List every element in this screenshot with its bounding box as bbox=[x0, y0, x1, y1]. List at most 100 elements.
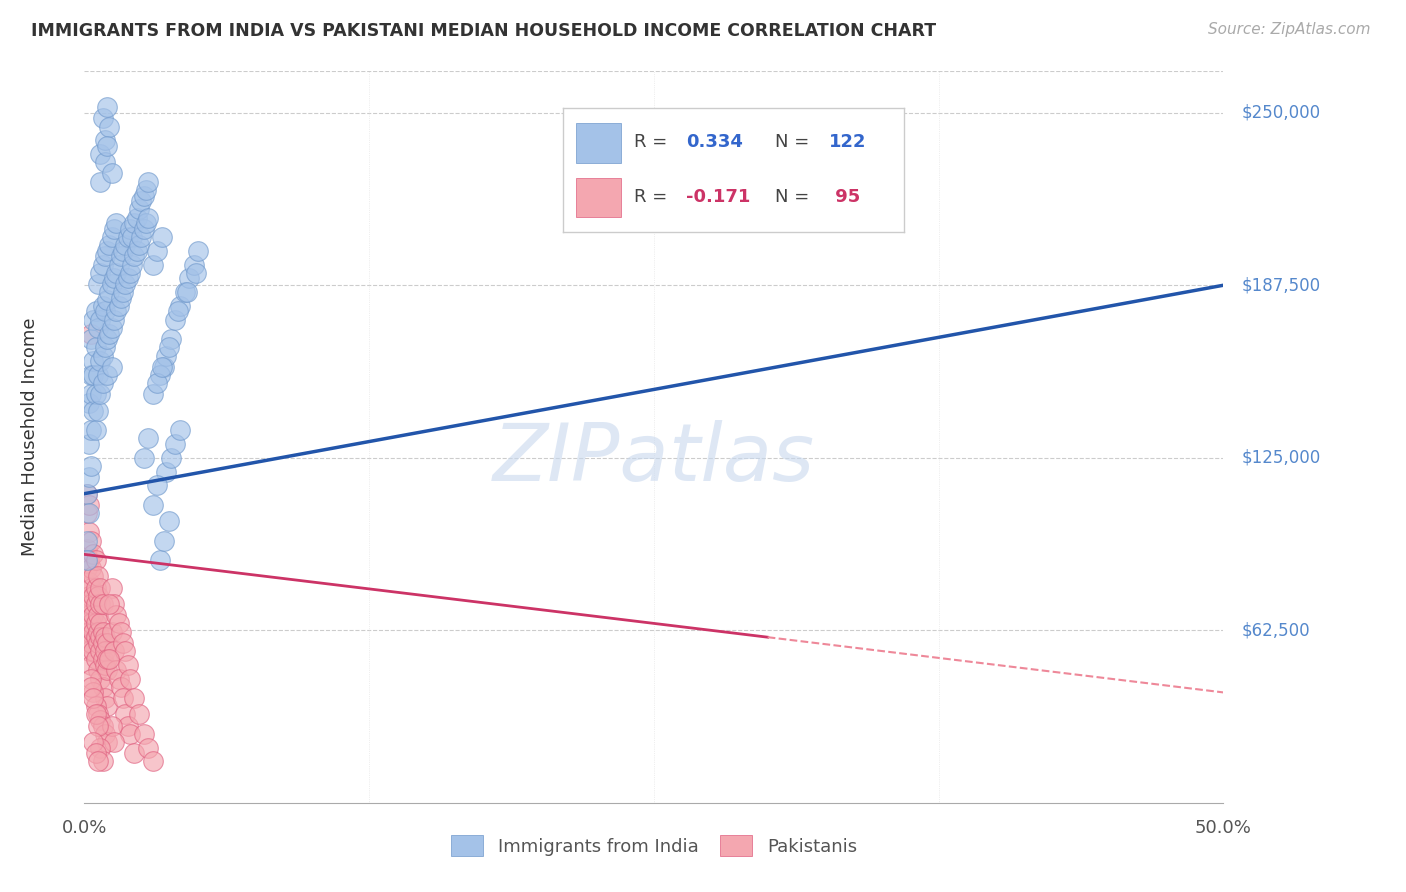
Point bbox=[103, 597, 125, 611]
Point bbox=[146, 376, 169, 391]
Point bbox=[82, 735, 104, 749]
Point bbox=[80, 672, 103, 686]
Point bbox=[169, 423, 191, 437]
Point bbox=[110, 624, 132, 639]
Point bbox=[84, 707, 107, 722]
Point bbox=[84, 746, 107, 760]
Point bbox=[184, 266, 207, 280]
Point bbox=[77, 470, 100, 484]
Point bbox=[84, 597, 107, 611]
Point bbox=[96, 735, 118, 749]
Point bbox=[84, 340, 107, 354]
Point bbox=[80, 597, 103, 611]
Text: Median Household Income: Median Household Income bbox=[21, 318, 39, 557]
Point bbox=[89, 312, 111, 326]
Point bbox=[91, 718, 114, 732]
Point bbox=[110, 291, 132, 305]
Point bbox=[96, 663, 118, 677]
Point bbox=[124, 746, 146, 760]
Point bbox=[94, 249, 117, 263]
Point bbox=[89, 597, 111, 611]
Point bbox=[117, 657, 139, 672]
Point bbox=[87, 569, 110, 583]
Point bbox=[160, 450, 183, 465]
Point bbox=[89, 387, 111, 401]
Point bbox=[80, 332, 103, 346]
Point bbox=[94, 690, 117, 705]
Point bbox=[87, 707, 110, 722]
Point bbox=[82, 569, 104, 583]
Point bbox=[118, 727, 141, 741]
Point bbox=[124, 249, 146, 263]
Point bbox=[89, 354, 111, 368]
Point bbox=[84, 387, 107, 401]
Point bbox=[121, 230, 143, 244]
Point bbox=[80, 387, 103, 401]
Point bbox=[100, 581, 122, 595]
Point bbox=[142, 755, 165, 769]
Point bbox=[82, 368, 104, 382]
Point bbox=[125, 244, 148, 258]
Point bbox=[96, 100, 118, 114]
Point bbox=[76, 597, 98, 611]
Point bbox=[82, 354, 104, 368]
Point bbox=[128, 202, 150, 217]
Point bbox=[87, 608, 110, 623]
Point bbox=[94, 727, 117, 741]
Point bbox=[77, 506, 100, 520]
Point bbox=[77, 589, 100, 603]
Point bbox=[82, 548, 104, 562]
Point bbox=[105, 216, 128, 230]
Point bbox=[112, 636, 135, 650]
Point bbox=[94, 133, 117, 147]
Point bbox=[103, 271, 125, 285]
Point bbox=[146, 244, 169, 258]
Point bbox=[114, 277, 136, 291]
Point bbox=[91, 597, 114, 611]
Point bbox=[87, 624, 110, 639]
Point bbox=[76, 553, 98, 567]
Point bbox=[103, 221, 125, 235]
Point bbox=[105, 266, 128, 280]
Point bbox=[107, 616, 129, 631]
Point bbox=[80, 561, 103, 575]
Point bbox=[77, 574, 100, 589]
Point bbox=[117, 230, 139, 244]
Point bbox=[96, 368, 118, 382]
Point bbox=[148, 368, 170, 382]
Point bbox=[91, 258, 114, 272]
Point bbox=[136, 740, 159, 755]
Point bbox=[118, 672, 141, 686]
Point bbox=[107, 672, 129, 686]
Point bbox=[84, 699, 107, 714]
Legend: Immigrants from India, Pakistanis: Immigrants from India, Pakistanis bbox=[443, 828, 865, 863]
Point bbox=[187, 244, 209, 258]
Point bbox=[84, 304, 107, 318]
Point bbox=[91, 376, 114, 391]
Point bbox=[94, 304, 117, 318]
Point bbox=[80, 680, 103, 694]
Point bbox=[142, 498, 165, 512]
Point bbox=[87, 277, 110, 291]
Point bbox=[165, 437, 187, 451]
Point bbox=[76, 506, 98, 520]
Point bbox=[91, 755, 114, 769]
Point bbox=[89, 630, 111, 644]
Point bbox=[87, 718, 110, 732]
Point bbox=[117, 271, 139, 285]
Point bbox=[98, 597, 121, 611]
Point bbox=[100, 359, 122, 374]
Point bbox=[150, 230, 173, 244]
Point bbox=[124, 690, 146, 705]
Point bbox=[80, 423, 103, 437]
Point bbox=[105, 608, 128, 623]
Point bbox=[87, 404, 110, 418]
Point bbox=[89, 616, 111, 631]
Point bbox=[82, 608, 104, 623]
Point bbox=[96, 332, 118, 346]
Point bbox=[103, 735, 125, 749]
Point bbox=[80, 657, 103, 672]
Point bbox=[153, 533, 176, 548]
Point bbox=[132, 450, 155, 465]
Text: $62,500: $62,500 bbox=[1241, 622, 1310, 640]
